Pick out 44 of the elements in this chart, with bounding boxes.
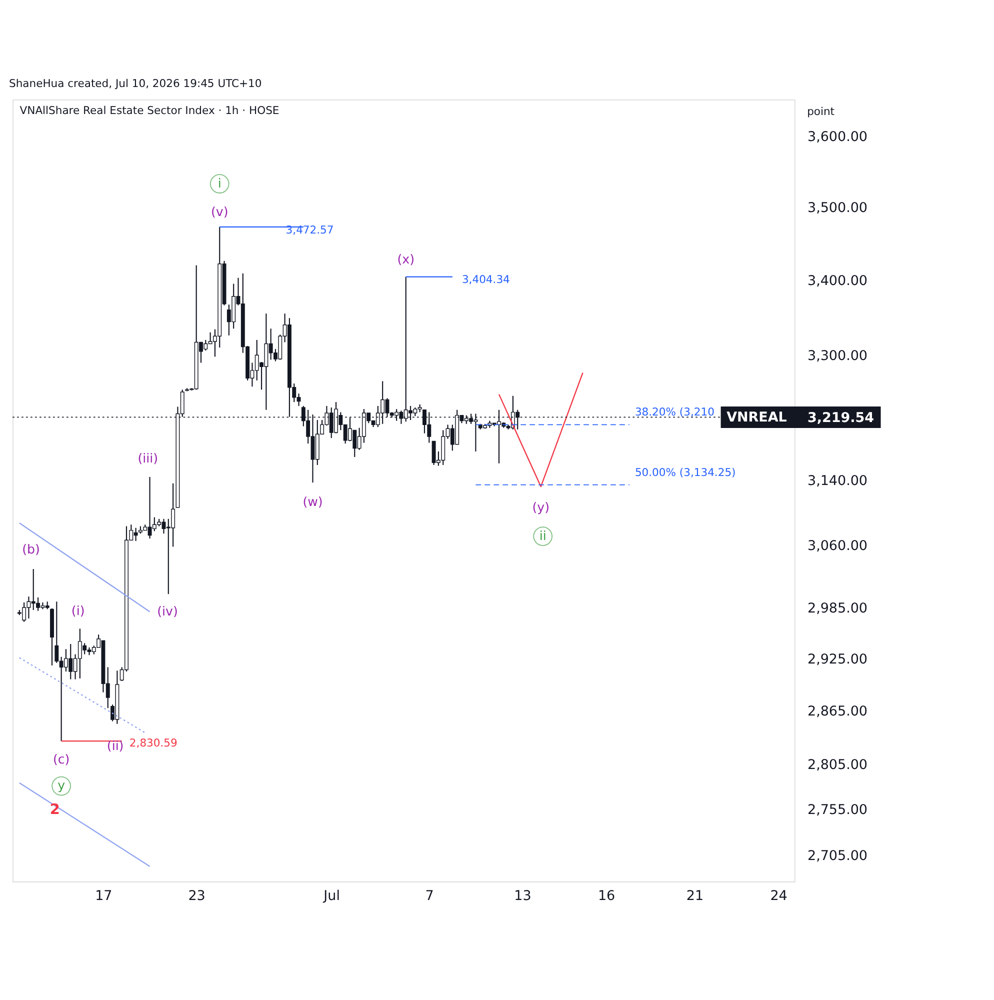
x-tick-label: 21	[686, 888, 704, 904]
annotation: (w)	[302, 494, 323, 509]
y-tick-label: 3,400.00	[808, 272, 868, 289]
annotation: (iii)	[138, 450, 158, 466]
annotation: (x)	[397, 251, 414, 266]
ref-line-label: 38.20% (3,210	[634, 406, 715, 419]
x-tick-label: 16	[598, 888, 616, 904]
ref-line-label: VNREAL	[726, 410, 788, 426]
annotation: (b)	[22, 542, 40, 557]
y-tick-label: 3,140.00	[808, 473, 868, 490]
annotation: 2	[50, 802, 60, 818]
annotation: y	[58, 778, 66, 793]
y-tick-label: 2,755.00	[808, 802, 868, 818]
annotation: (v)	[210, 204, 228, 220]
y-tick-label: 2,985.00	[808, 600, 868, 616]
y-tick-label: 3,219.54	[808, 410, 874, 426]
annotation: (i)	[71, 603, 85, 618]
annotation: 3,404.34	[462, 272, 510, 286]
y-tick-label: 2,805.00	[808, 756, 868, 773]
annotation: (ii)	[106, 738, 124, 754]
chart-title: VNAllShare Real Estate Sector Index · 1h · HOSE	[20, 104, 280, 117]
annotation: i	[218, 175, 222, 190]
y-tick-label: 2,705.00	[808, 848, 868, 864]
y-tick-label: 2,925.00	[808, 652, 868, 668]
x-tick-label: 17	[95, 888, 112, 904]
annotation: 3,472.57	[286, 223, 334, 236]
annotation: 2,830.59	[129, 736, 178, 750]
annotation: ii	[539, 528, 546, 543]
x-tick-label: Jul	[322, 888, 340, 904]
annotation: (y)	[532, 500, 550, 515]
y-axis-title: point	[807, 104, 835, 118]
y-tick-label: 3,500.00	[808, 200, 868, 216]
x-tick-label: 24	[770, 888, 788, 904]
x-tick-label: 7	[425, 888, 434, 904]
x-tick-label: 23	[188, 888, 206, 904]
y-tick-label: 3,060.00	[808, 538, 868, 554]
ref-line-label: 50.00% (3,134.25)	[634, 466, 736, 479]
y-tick-label: 3,300.00	[808, 348, 868, 364]
annotation: (iv)	[157, 604, 178, 619]
x-tick-label: 13	[514, 888, 532, 904]
y-tick-label: 2,865.00	[808, 704, 868, 720]
text: ShaneHua created, Jul 10, 2026 19:45 UTC+10	[8, 76, 262, 90]
annotation: (c)	[52, 752, 70, 767]
y-tick-label: 3,600.00	[808, 129, 868, 146]
